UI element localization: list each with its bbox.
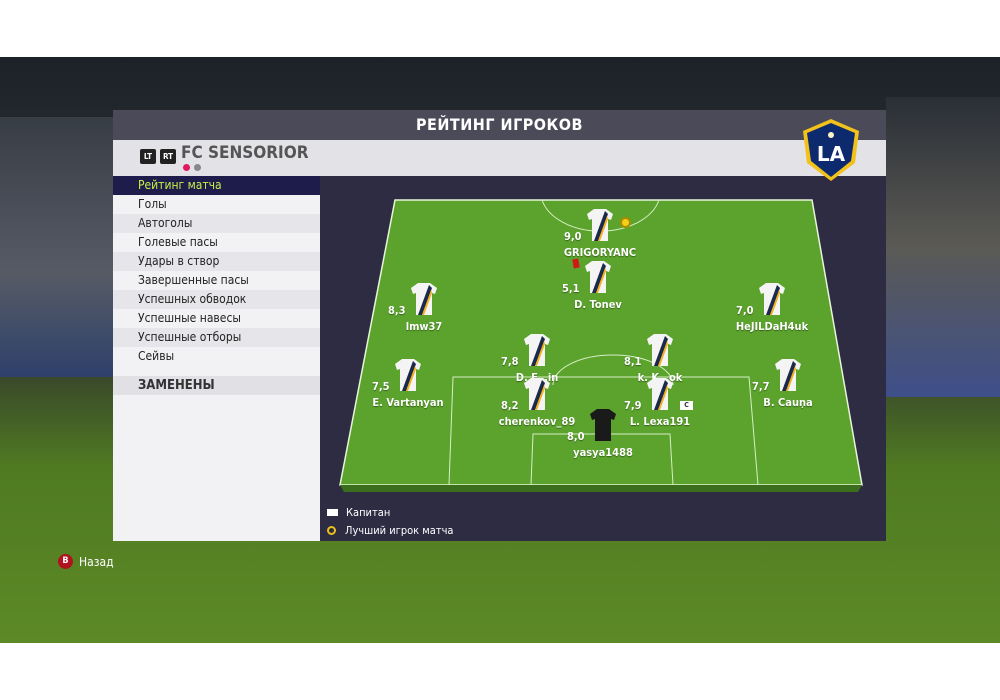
team-name: FC SENSORIOR <box>181 143 309 163</box>
jersey-icon[interactable] <box>586 208 614 242</box>
menu-item[interactable]: Успешные навесы <box>138 311 241 325</box>
goalkeeper-jersey-icon[interactable] <box>589 408 617 442</box>
player-rating: 8,0 <box>567 430 585 443</box>
player-name: GRIGORYANC <box>563 246 637 259</box>
player-ratings-panel: РЕЙТИНГ ИГРОКОВ LT RT FC SENSORIOR GRIGO… <box>113 110 886 541</box>
jersey-icon[interactable] <box>410 282 438 316</box>
player-rating: 8,1 <box>624 355 642 368</box>
menu-item[interactable]: Успешные отборы <box>113 328 320 347</box>
player-rating: 8,3 <box>388 304 406 317</box>
jersey-icon[interactable] <box>523 377 551 411</box>
menu-item[interactable]: Удары в створ <box>113 252 320 271</box>
player-name: B. Cauņa <box>763 396 813 409</box>
jersey-icon[interactable] <box>774 358 802 392</box>
player-rating: 7,7 <box>752 380 770 393</box>
menu-item[interactable]: Завершенные пасы <box>138 273 249 287</box>
player-rating: 5,1 <box>562 282 580 295</box>
player-rating: 8,2 <box>501 399 519 412</box>
menu-item[interactable]: Успешных обводок <box>113 290 320 309</box>
lt-button[interactable]: LT <box>140 149 156 164</box>
menu-item[interactable]: Сейвы <box>138 349 175 363</box>
jersey-icon[interactable] <box>584 260 612 294</box>
stats-menu: Рейтинг матча Голы Автоголы Голевые пасы Уда… <box>113 176 320 541</box>
player-name: k. K…ok <box>637 371 683 384</box>
legend-motm: Лучший игрок матча <box>327 524 454 537</box>
player-name: cherenkov_89 <box>498 415 576 428</box>
ball-icon <box>327 526 336 535</box>
player-name: D. F…in <box>515 371 559 384</box>
player-rating: 7,9 <box>624 399 642 412</box>
jersey-icon[interactable] <box>394 358 422 392</box>
jersey-icon[interactable] <box>523 333 551 367</box>
motm-ball-icon <box>620 217 631 228</box>
player-name: yasya1488 <box>573 446 633 459</box>
player-rating: 7,0 <box>736 304 754 317</box>
player-rating: 9,0 <box>564 230 582 243</box>
pitch <box>339 199 863 492</box>
substituted-header: ЗАМЕНЕНЫ <box>113 376 320 395</box>
page-indicator-active <box>183 164 190 171</box>
player-name: L. Lexa191 <box>629 415 691 428</box>
legend-captain: Капитан <box>327 506 390 519</box>
captain-icon <box>327 509 338 516</box>
svg-text:LA: LA <box>817 142 846 166</box>
jersey-icon[interactable] <box>646 377 674 411</box>
player-name: E. Vartanyan <box>372 396 444 409</box>
la-galaxy-logo: LA <box>803 119 859 181</box>
menu-item[interactable]: Голевые пасы <box>138 235 218 249</box>
back-button[interactable]: B Назад <box>58 554 114 569</box>
rt-button[interactable]: RT <box>160 149 176 164</box>
menu-item[interactable]: Голы <box>138 197 167 211</box>
red-card-icon <box>572 258 580 269</box>
player-name: HeJILDaH4uk <box>735 320 809 333</box>
player-rating: 7,8 <box>501 355 519 368</box>
page-indicator <box>194 164 201 171</box>
player-rating: 7,5 <box>372 380 390 393</box>
player-name: D. Tonev <box>574 298 622 311</box>
captain-badge-icon: C <box>680 401 693 410</box>
page-title: РЕЙТИНГ ИГРОКОВ <box>113 110 886 140</box>
menu-item[interactable]: Автоголы <box>113 214 320 233</box>
menu-item[interactable]: Рейтинг матча <box>113 176 320 195</box>
b-button-icon: B <box>58 554 73 569</box>
team-header: LT RT FC SENSORIOR <box>113 140 886 176</box>
player-name: lmw37 <box>405 320 443 333</box>
jersey-icon[interactable] <box>646 333 674 367</box>
jersey-icon[interactable] <box>758 282 786 316</box>
